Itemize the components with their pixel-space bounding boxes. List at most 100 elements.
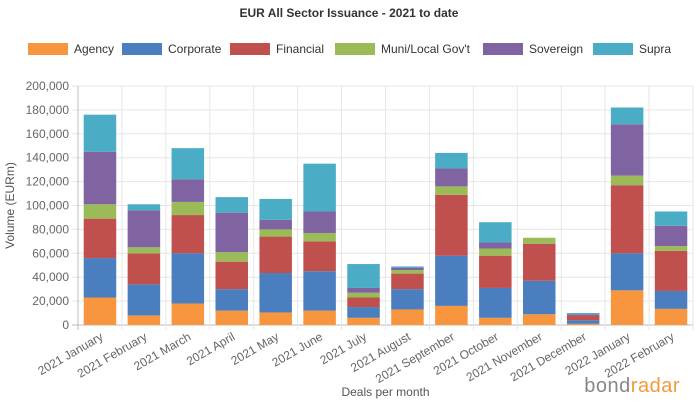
legend-item[interactable]: Muni/Local Gov't — [335, 40, 470, 58]
bar-segment — [610, 124, 644, 176]
legend-swatch — [483, 43, 523, 55]
bar-segment — [259, 312, 292, 325]
bar-segment — [391, 273, 424, 290]
y-tick-label: 0 — [62, 318, 69, 332]
legend-label: Supra — [639, 42, 672, 56]
y-tick-label: 60,000 — [32, 246, 69, 260]
bar-segment — [259, 219, 292, 230]
bar-segment — [171, 215, 205, 254]
bar-segment — [83, 218, 117, 259]
bar-segment — [83, 114, 117, 152]
legend-item[interactable]: Financial — [230, 40, 324, 58]
bar-segment — [566, 313, 600, 315]
legend-label: Corporate — [168, 42, 222, 56]
bar-segment — [610, 290, 644, 325]
bar-segment — [566, 315, 600, 321]
bar-segment — [522, 237, 556, 244]
bar-segment — [479, 248, 512, 256]
bar-segment — [347, 264, 380, 288]
bar-segment — [83, 297, 117, 325]
bar-segment — [654, 225, 688, 247]
bar-segment — [479, 242, 512, 249]
chart-legend: Agency Corporate Financial Muni/Local Gov't… — [0, 40, 698, 58]
bondradar-logo: bondradar — [584, 375, 680, 398]
bar-segment — [610, 253, 644, 291]
bar-segment — [522, 243, 556, 281]
bar-segment — [566, 314, 600, 316]
legend-swatch — [122, 43, 162, 55]
bar-segment — [522, 314, 556, 325]
legend-swatch — [230, 43, 270, 55]
legend-item[interactable]: Corporate — [122, 40, 221, 58]
bar-segment — [610, 107, 644, 125]
bar-segment — [215, 261, 249, 290]
legend-label: Financial — [276, 42, 325, 56]
legend-swatch — [335, 43, 375, 55]
bar-segment — [435, 152, 468, 169]
bar-segment — [127, 253, 161, 285]
bar-segment — [215, 310, 249, 325]
bar-segment — [127, 204, 161, 211]
bar-segment — [215, 289, 249, 311]
legend-item[interactable]: Supra — [593, 40, 671, 58]
bar-segment — [127, 210, 161, 248]
bar-segment — [215, 252, 249, 262]
bar-segment — [127, 315, 161, 325]
bar-segment — [654, 290, 688, 309]
bar-segment — [83, 151, 117, 205]
y-tick-label: 120,000 — [26, 175, 70, 189]
bar-segment — [479, 317, 512, 325]
bar-segment — [215, 212, 249, 253]
bar-segment — [391, 270, 424, 274]
bar-segment — [83, 204, 117, 219]
bar-segment — [522, 280, 556, 315]
bar-segment — [127, 247, 161, 254]
bar-segment — [391, 267, 424, 271]
bar-segment — [259, 229, 292, 237]
bar-segment — [435, 168, 468, 187]
bar-segment — [259, 273, 292, 313]
bar-segment — [479, 222, 512, 243]
bar-segment — [303, 310, 336, 325]
bar-segment — [435, 186, 468, 195]
y-axis-title: Volume (EURm) — [3, 162, 17, 249]
bar-segment — [654, 250, 688, 291]
legend-label: Sovereign — [529, 42, 584, 56]
bar-segment — [83, 258, 117, 298]
bar-segment — [654, 308, 688, 325]
bar-segment — [566, 323, 600, 325]
bar-segment — [391, 309, 424, 325]
bar-segment — [171, 201, 205, 216]
bar-segment — [259, 236, 292, 274]
y-tick-label: 100,000 — [26, 199, 70, 213]
y-tick-label: 20,000 — [32, 294, 69, 308]
legend-swatch — [593, 43, 633, 55]
bar-segment — [479, 287, 512, 318]
y-tick-label: 40,000 — [32, 270, 69, 284]
bar-segment — [171, 179, 205, 202]
bar-segment — [610, 175, 644, 186]
bar-segment — [435, 305, 468, 325]
y-tick-label: 140,000 — [26, 151, 70, 165]
logo-text-bond: bond — [584, 375, 631, 397]
legend-item[interactable]: Sovereign — [483, 40, 583, 58]
bar-segment — [215, 197, 249, 213]
bar-segment — [303, 241, 336, 272]
bar-segment — [391, 266, 424, 268]
bar-segment — [303, 271, 336, 311]
bar-segment — [303, 232, 336, 242]
y-tick-label: 160,000 — [26, 127, 70, 141]
bar-segment — [127, 284, 161, 316]
bar-segment — [171, 253, 205, 304]
y-tick-label: 80,000 — [32, 222, 69, 236]
bar-segment — [347, 287, 380, 293]
bar-segment — [654, 211, 688, 226]
bar-segment — [347, 317, 380, 325]
x-tick-label: 2021 June — [270, 329, 326, 369]
legend-item[interactable]: Agency — [28, 40, 114, 58]
legend-label: Agency — [74, 42, 115, 56]
bar-segment — [347, 307, 380, 318]
bar-segment — [610, 185, 644, 254]
bar-segment — [654, 246, 688, 251]
